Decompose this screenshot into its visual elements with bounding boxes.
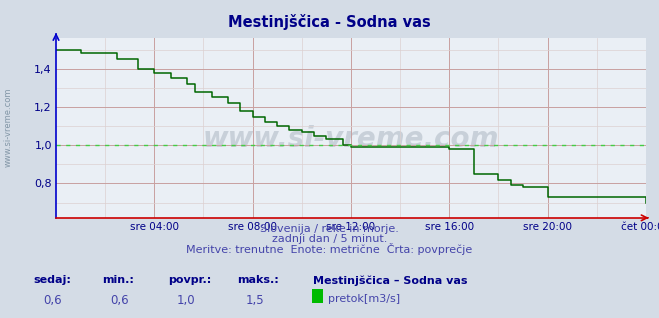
- Text: Slovenija / reke in morje.: Slovenija / reke in morje.: [260, 224, 399, 234]
- Text: 1,0: 1,0: [177, 294, 195, 307]
- Text: Mestinjščica – Sodna vas: Mestinjščica – Sodna vas: [313, 275, 467, 286]
- Text: 1,5: 1,5: [246, 294, 264, 307]
- Text: 0,6: 0,6: [43, 294, 61, 307]
- Text: Mestinjščica - Sodna vas: Mestinjščica - Sodna vas: [228, 14, 431, 30]
- Text: www.si-vreme.com: www.si-vreme.com: [3, 87, 13, 167]
- Text: min.:: min.:: [102, 275, 134, 285]
- Text: Meritve: trenutne  Enote: metrične  Črta: povprečje: Meritve: trenutne Enote: metrične Črta: …: [186, 243, 473, 255]
- Text: 0,6: 0,6: [111, 294, 129, 307]
- Text: pretok[m3/s]: pretok[m3/s]: [328, 294, 399, 304]
- Text: zadnji dan / 5 minut.: zadnji dan / 5 minut.: [272, 234, 387, 244]
- Text: www.si-vreme.com: www.si-vreme.com: [203, 125, 499, 153]
- Text: sedaj:: sedaj:: [33, 275, 71, 285]
- Text: maks.:: maks.:: [237, 275, 279, 285]
- Text: povpr.:: povpr.:: [168, 275, 212, 285]
